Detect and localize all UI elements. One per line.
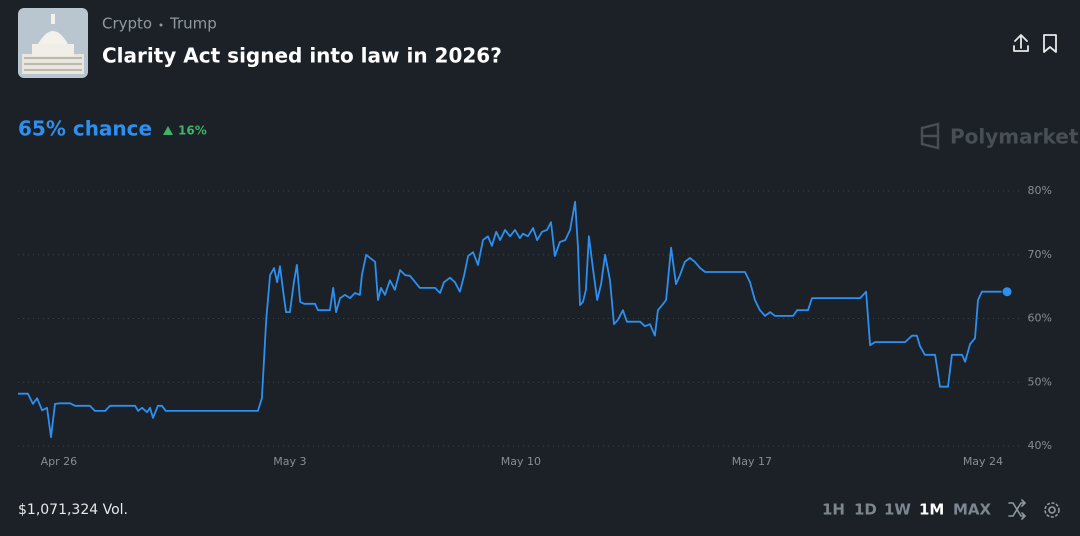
share-button[interactable] bbox=[1013, 34, 1029, 52]
change-arrow bbox=[163, 126, 173, 135]
bookmark-button[interactable] bbox=[1043, 34, 1057, 53]
y-tick-label: 40% bbox=[1028, 439, 1052, 452]
y-tick-label: 50% bbox=[1028, 375, 1052, 388]
change: 16% bbox=[178, 124, 207, 138]
market-image bbox=[18, 8, 88, 78]
range-button[interactable]: 1W bbox=[884, 501, 911, 519]
breadcrumb[interactable]: Trump bbox=[169, 15, 217, 33]
shuffle-button[interactable] bbox=[1008, 499, 1027, 520]
breadcrumb[interactable]: Crypto bbox=[102, 15, 152, 33]
brand: Polymarket bbox=[950, 125, 1079, 149]
range-button[interactable]: 1D bbox=[854, 501, 877, 519]
market-title: Clarity Act signed into law in 2026? bbox=[102, 44, 502, 68]
range-button[interactable]: 1H bbox=[822, 501, 845, 519]
x-tick-label: May 17 bbox=[732, 455, 772, 468]
chart: 40% 50% 60% 70% 80% Apr 26 May 3 May 10 May 17 Ma… bbox=[18, 184, 1052, 468]
separator bbox=[159, 23, 163, 27]
range-button[interactable]: 1M bbox=[919, 501, 944, 519]
range-button[interactable]: MAX bbox=[953, 501, 992, 519]
x-tick-label: May 24 bbox=[963, 455, 1003, 468]
current-point bbox=[1001, 286, 1013, 298]
volume: $1,071,324 Vol. bbox=[18, 502, 128, 518]
y-tick-label: 70% bbox=[1028, 248, 1052, 261]
y-tick-label: 60% bbox=[1028, 312, 1052, 325]
x-tick-label: May 10 bbox=[501, 455, 541, 468]
brand-logo bbox=[920, 122, 940, 150]
y-tick-label: 80% bbox=[1028, 184, 1052, 197]
settings-button[interactable] bbox=[1044, 502, 1060, 518]
x-tick-label: Apr 26 bbox=[41, 455, 78, 468]
chance: 65% chance bbox=[18, 117, 152, 141]
price-line bbox=[18, 200, 1007, 438]
x-tick-label: May 3 bbox=[273, 455, 306, 468]
